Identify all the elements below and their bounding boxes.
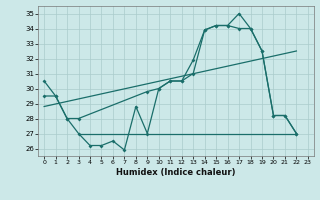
X-axis label: Humidex (Indice chaleur): Humidex (Indice chaleur) xyxy=(116,168,236,177)
